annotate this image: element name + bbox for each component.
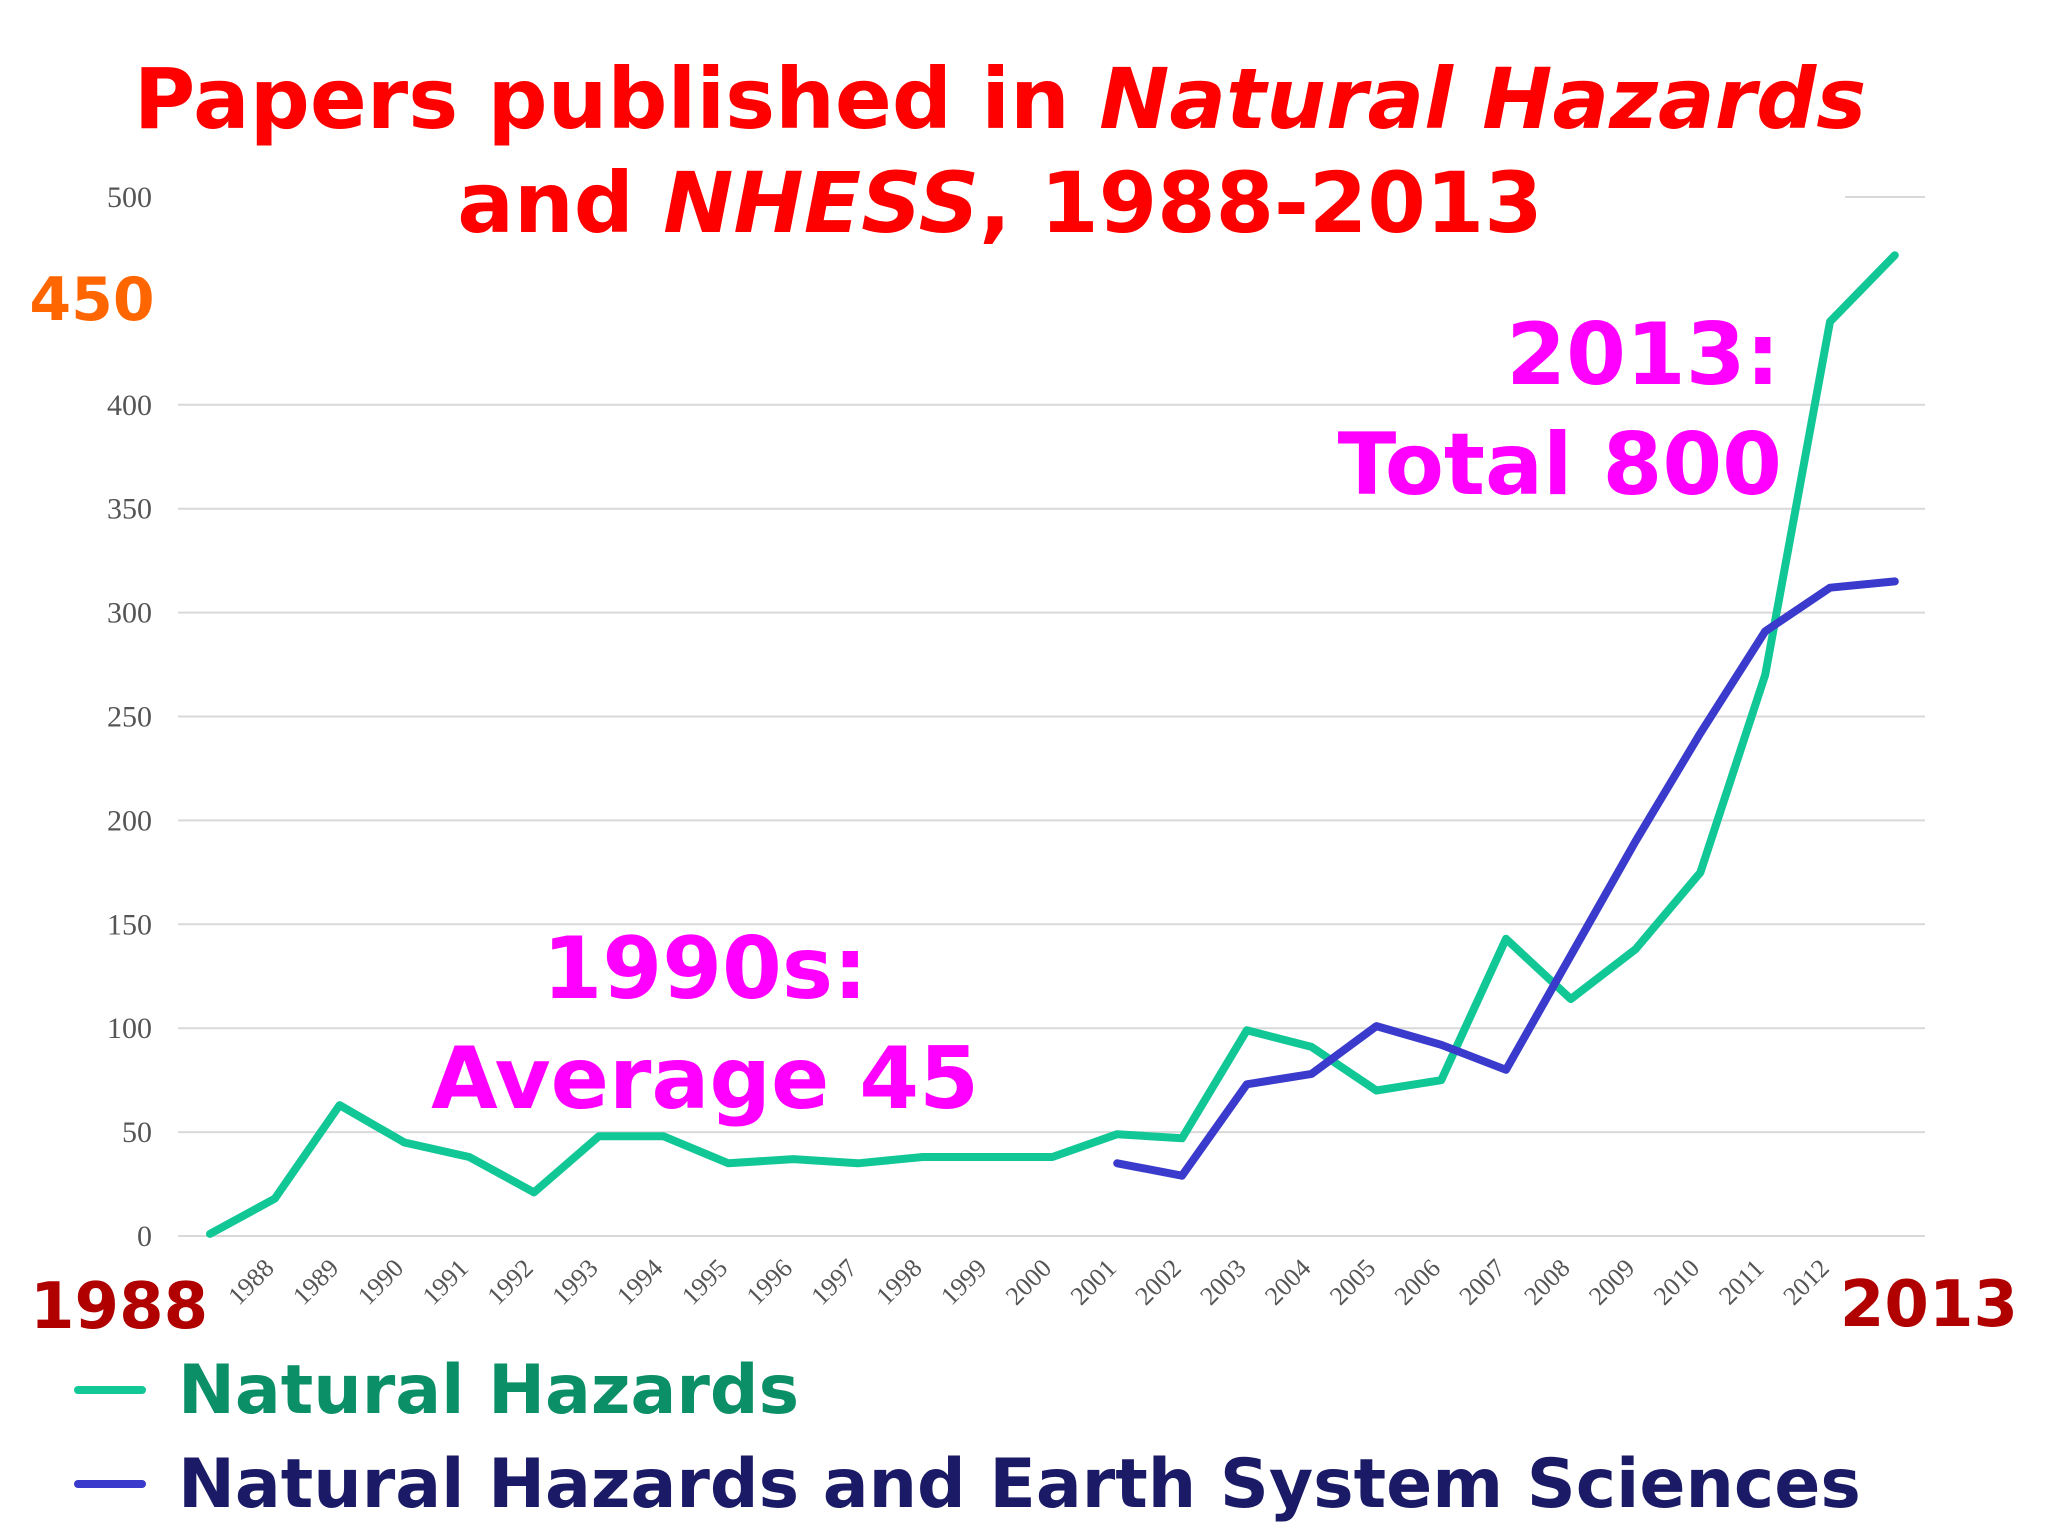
x-tick-label-2008: 2008 [1518,1253,1575,1310]
y-tick-label-500: 500 [107,181,152,214]
x-tick-label-2001: 2001 [1065,1253,1122,1310]
x-tick-label-1996: 1996 [741,1253,798,1310]
x-tick-label-1990: 1990 [352,1253,409,1310]
x-tick-label-1991: 1991 [417,1253,474,1310]
y-callout-450: 450 [29,265,154,335]
legend-label-nhess: Natural Hazards and Earth System Science… [178,1445,1861,1524]
x-tick-label-1988: 1988 [222,1253,279,1310]
series-line-nhess [1113,577,1899,1180]
y-tick-label-0: 0 [137,1220,152,1253]
y-tick-label-200: 200 [107,804,152,837]
x-tick-label-2005: 2005 [1324,1253,1381,1310]
x-tick-label-2000: 2000 [1000,1253,1057,1310]
x-tick-label-2009: 2009 [1583,1253,1640,1310]
legend-label-natural-hazards: Natural Hazards [178,1351,799,1430]
y-tick-label-350: 350 [107,493,152,526]
chart-title-line-1: Papers published in Natural Hazards [134,50,1867,148]
x-tick-label-1998: 1998 [870,1253,927,1310]
x-tick-label-2003: 2003 [1194,1253,1251,1310]
x-tick-label-1997: 1997 [806,1253,863,1310]
x-tick-label-2007: 2007 [1454,1253,1511,1310]
series-lines [206,251,1899,1238]
x-tick-label-2006: 2006 [1389,1253,1446,1310]
title-part-5: , 1988-2013 [979,154,1543,252]
x-axis-ticks: 1988 1989 1990 1991 1992 1993 1994 1995 1996 1997… [222,1253,1834,1310]
x-tick-label-1993: 1993 [546,1253,603,1310]
y-axis-ticks: 0 50 100 150 200 250 300 350 400 500 [107,181,152,1253]
x-start-year-label: 1988 [30,1270,208,1344]
legend: Natural Hazards Natural Hazards and Eart… [74,1351,1861,1524]
annotation-2013-line-2: Total 800 [1338,415,1782,515]
title-part-1: Papers published in [134,50,1099,148]
title-part-3: and [457,154,663,252]
x-tick-label-1989: 1989 [287,1253,344,1310]
y-tick-label-300: 300 [107,597,152,630]
title-part-2: Natural Hazards [1099,50,1866,148]
x-tick-label-2002: 2002 [1130,1253,1187,1310]
y-tick-label-250: 250 [107,701,152,734]
chart-title-line-2: and NHESS, 1988-2013 [457,154,1542,252]
gridlines [178,196,1925,1237]
annotation-1990s-line-1: 1990s: [543,919,868,1019]
x-tick-label-2010: 2010 [1648,1253,1705,1310]
x-tick-label-2012: 2012 [1778,1253,1835,1310]
x-tick-label-1994: 1994 [611,1253,668,1310]
title-part-4: NHESS [663,154,979,252]
x-tick-label-2004: 2004 [1259,1253,1316,1310]
y-tick-label-400: 400 [107,389,152,422]
x-tick-label-1995: 1995 [676,1253,733,1310]
series-line-natural-hazards [206,251,1899,1238]
x-end-year-label: 2013 [1840,1268,2018,1342]
x-tick-label-1999: 1999 [935,1253,992,1310]
x-tick-label-2011: 2011 [1713,1254,1770,1311]
x-tick-label-1992: 1992 [482,1253,539,1310]
y-tick-label-150: 150 [107,908,152,941]
annotation-1990s-line-2: Average 45 [431,1029,979,1129]
annotation-2013-line-1: 2013: [1506,305,1780,405]
y-tick-label-100: 100 [107,1012,152,1045]
y-tick-label-50: 50 [122,1116,152,1149]
